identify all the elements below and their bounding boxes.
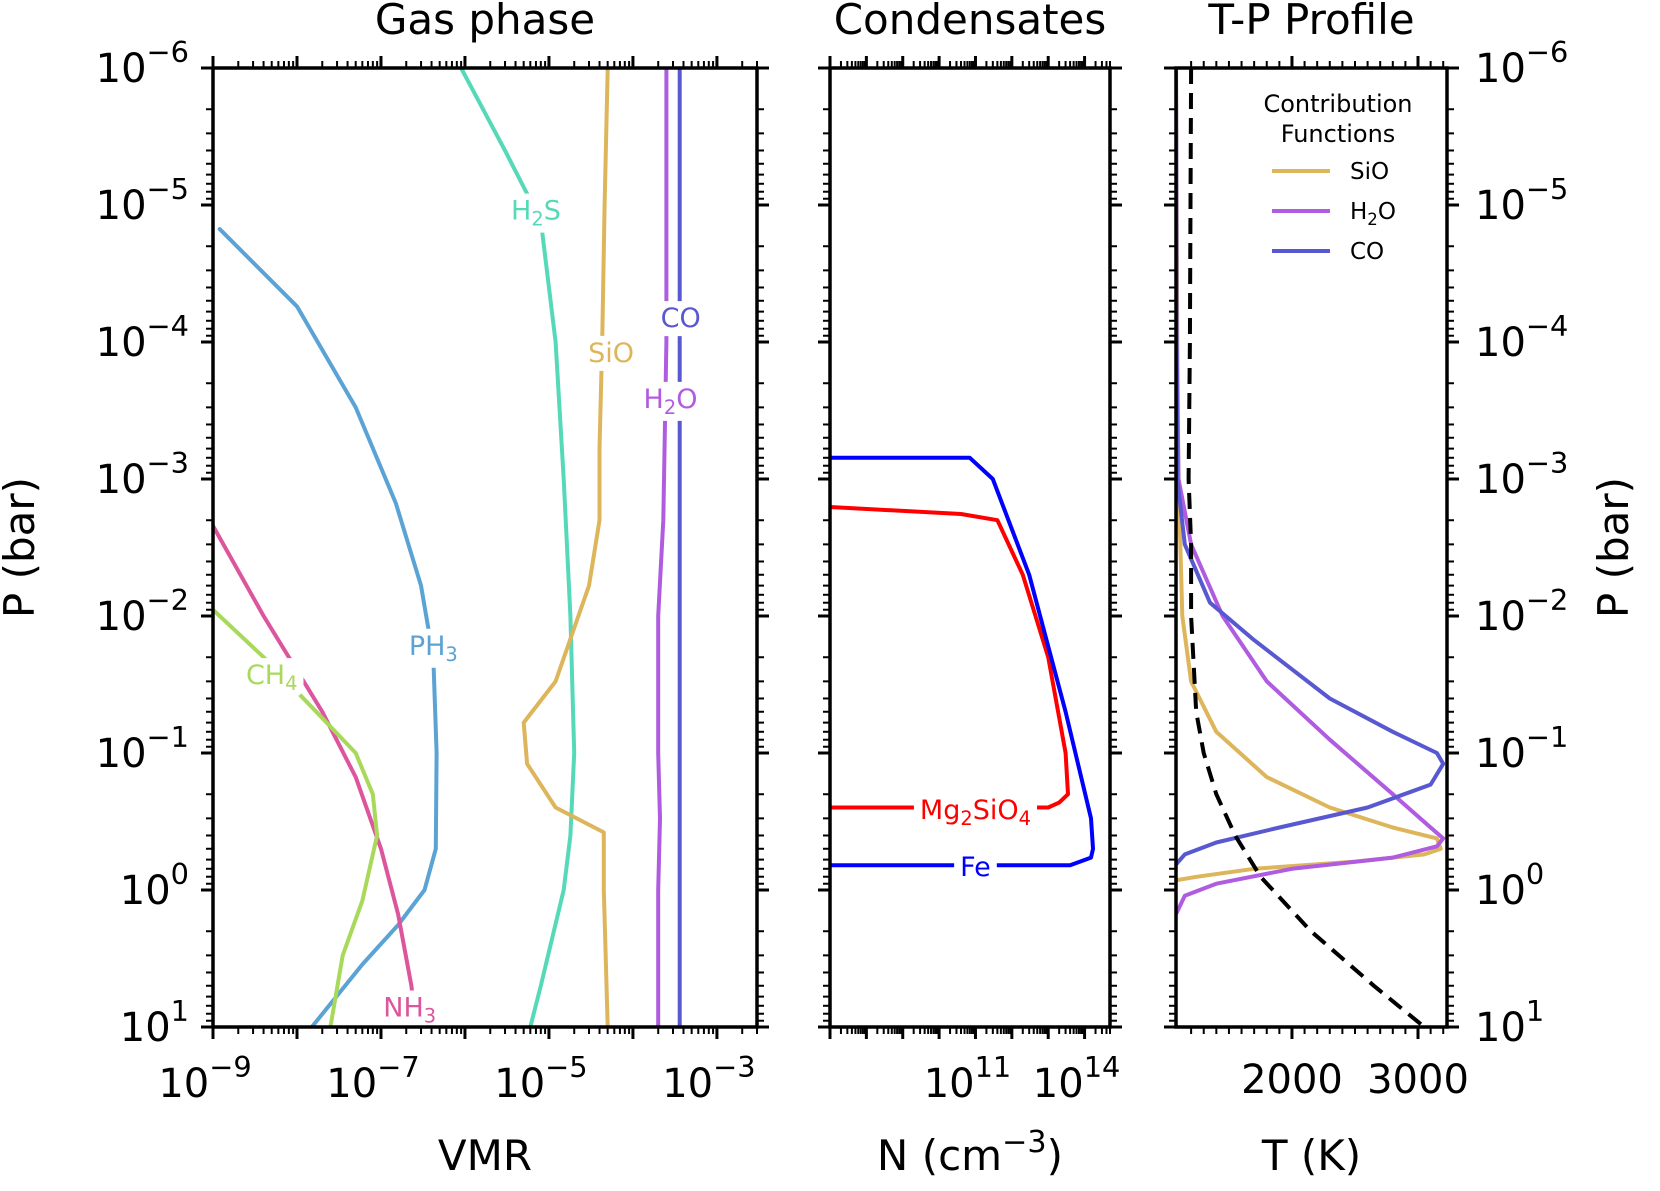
y-tick-label: 10−4 bbox=[96, 309, 189, 366]
x-tick-label: 10−9 bbox=[158, 1050, 251, 1107]
x-tick-label: 3000 bbox=[1367, 1057, 1469, 1103]
x-tick-label: 10−7 bbox=[326, 1050, 419, 1107]
tp-profile-line bbox=[1186, 68, 1426, 1027]
x-tick-label: 1011 bbox=[924, 1050, 1012, 1107]
curve-label-bg bbox=[913, 792, 1038, 832]
axes-frame bbox=[211, 66, 759, 1029]
y-tick-label-right: 10−3 bbox=[1475, 446, 1568, 503]
legend-label-H2O: H2O bbox=[1350, 199, 1396, 229]
y-tick-label: 10−1 bbox=[96, 720, 189, 777]
y-tick-label: 10−3 bbox=[96, 446, 189, 503]
curve-label-bg bbox=[582, 335, 641, 371]
y-tick-label: 10−6 bbox=[96, 35, 189, 92]
panel-title: Condensates bbox=[834, 0, 1107, 44]
x-axis-label: N (cm−3) bbox=[877, 1125, 1063, 1180]
y-tick-label-right: 10−6 bbox=[1475, 35, 1568, 92]
series-line-NH3 bbox=[213, 523, 418, 1027]
curve-label-CH4: CH4 bbox=[246, 660, 298, 695]
curve-label-bg bbox=[377, 990, 443, 1030]
panel-title: Gas phase bbox=[375, 0, 595, 44]
legend-label-CO: CO bbox=[1350, 239, 1384, 265]
contribution-line-CO bbox=[1176, 68, 1446, 866]
x-axis-label: T (K) bbox=[1261, 1131, 1361, 1180]
panel-title: T-P Profile bbox=[1207, 0, 1414, 44]
x-tick-label: 2000 bbox=[1241, 1057, 1343, 1103]
curve-label-bg bbox=[402, 628, 464, 668]
contribution-line-H2O bbox=[1176, 68, 1446, 915]
y-tick-label: 101 bbox=[120, 994, 189, 1051]
series-line-Mg2SiO4 bbox=[830, 505, 1070, 810]
x-tick-label: 10−3 bbox=[662, 1050, 755, 1107]
y-tick-label-right: 10−5 bbox=[1475, 172, 1568, 229]
y-tick-label-right: 10−1 bbox=[1475, 720, 1568, 777]
curve-label-PH3: PH3 bbox=[409, 631, 458, 666]
y-tick-label: 100 bbox=[120, 857, 189, 914]
curve-label-CO: CO bbox=[661, 303, 701, 334]
y-tick-label-right: 10−4 bbox=[1475, 309, 1568, 366]
curve-label-bg bbox=[637, 381, 704, 421]
x-tick-label: 1014 bbox=[1033, 1050, 1121, 1107]
series-line-PH3 bbox=[217, 227, 439, 1027]
y-tick-label-right: 10−2 bbox=[1475, 583, 1568, 640]
curve-label-H2O: H2O bbox=[644, 384, 698, 419]
contribution-line-SiO bbox=[1176, 68, 1443, 883]
y-tick-label-right: 101 bbox=[1475, 994, 1544, 1051]
x-axis-label: VMR bbox=[438, 1131, 532, 1180]
series-line-Fe bbox=[830, 455, 1095, 868]
y-tick-label: 10−5 bbox=[96, 172, 189, 229]
axes-frame bbox=[1174, 66, 1449, 1029]
curve-label-Mg2SiO4: Mg2SiO4 bbox=[920, 795, 1031, 830]
legend-title: Functions bbox=[1281, 120, 1396, 148]
curve-label-bg bbox=[505, 193, 567, 233]
panel-cond: Condensates Mg2SiO4 Fe 1011 1014 N (cm−3) bbox=[818, 0, 1122, 1180]
curve-label-bg bbox=[239, 658, 304, 698]
y-axis-label: P (bar) bbox=[0, 477, 44, 618]
curve-label-NH3: NH3 bbox=[383, 992, 436, 1027]
curve-label-SiO: SiO bbox=[588, 338, 634, 369]
panel-gas: Gas phase PH3 NH3 CH4 H2S SiO H2O CO 10−9 10−7 10−… bbox=[0, 0, 769, 1180]
y-tick-label: 10−2 bbox=[96, 583, 189, 640]
curve-label-H2S: H2S bbox=[511, 196, 561, 231]
plot-area bbox=[1176, 68, 1446, 1027]
legend-title: Contribution bbox=[1263, 90, 1412, 118]
curve-label-bg bbox=[654, 301, 707, 337]
x-tick-label: 10−5 bbox=[494, 1050, 587, 1107]
curve-label-Fe: Fe bbox=[960, 852, 991, 883]
curve-label-bg bbox=[954, 850, 997, 886]
legend-label-SiO: SiO bbox=[1350, 159, 1389, 185]
y-tick-label-right: 100 bbox=[1475, 857, 1544, 914]
series-line-H2O bbox=[656, 68, 669, 1027]
plot-area bbox=[213, 68, 682, 1027]
y-axis-label-right: P (bar) bbox=[1589, 477, 1638, 618]
